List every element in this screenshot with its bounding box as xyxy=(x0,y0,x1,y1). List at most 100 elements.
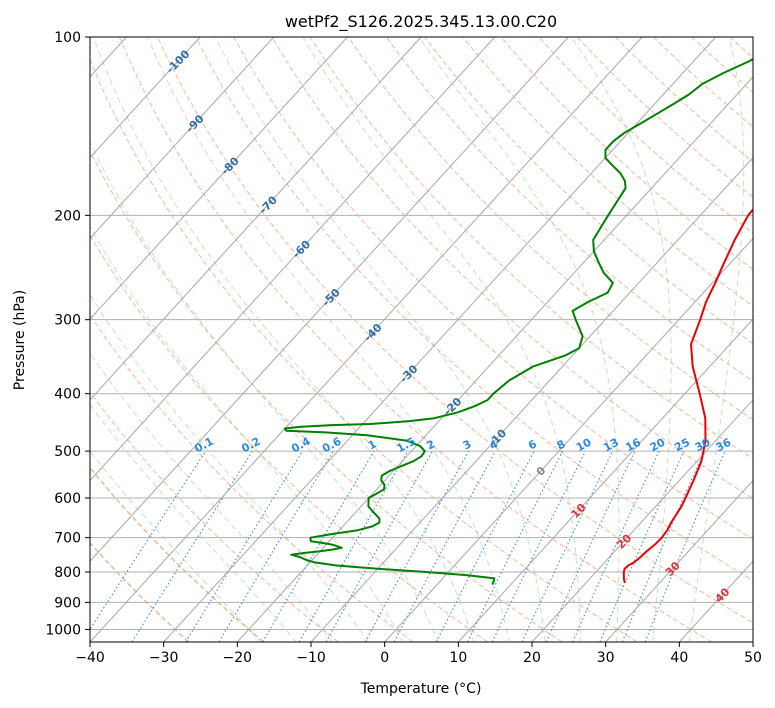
dewpoint-profile xyxy=(283,57,753,585)
mixing-ratio-line xyxy=(364,450,470,642)
mixing-ratio-label: 13 xyxy=(601,436,621,455)
isotherm xyxy=(90,37,348,320)
x-tick-label: 50 xyxy=(744,650,762,666)
isotherm xyxy=(90,37,275,240)
dry-adiabats xyxy=(90,37,775,642)
dry-adiabat xyxy=(729,37,753,59)
dry-adiabat xyxy=(768,37,775,642)
y-tick-label: 800 xyxy=(54,565,81,581)
moist-adiabat xyxy=(147,37,510,642)
x-tick-label: 40 xyxy=(670,650,688,666)
mixing-ratio-line xyxy=(185,450,304,642)
mixing-ratio-line xyxy=(644,450,726,642)
mixing-ratio-line xyxy=(545,450,636,642)
isotherm xyxy=(531,399,753,642)
mixing-ratio-line xyxy=(621,450,705,642)
dry-adiabat xyxy=(90,314,414,642)
plot-area: -100-90-80-70-60-50-40-30-20-10010203040… xyxy=(90,37,775,642)
moist-adiabat xyxy=(418,37,620,642)
y-tick-label: 100 xyxy=(54,30,81,46)
x-tick-label: 10 xyxy=(449,650,467,666)
moist-adiabat xyxy=(90,403,297,642)
moist-adiabat xyxy=(90,294,369,642)
x-tick-label: −40 xyxy=(75,650,105,666)
mixing-ratio-line xyxy=(467,450,564,642)
mixing-ratio-label: 10 xyxy=(574,435,594,454)
dry-adiabat xyxy=(653,37,753,128)
mixing-ratio-line xyxy=(298,450,409,642)
x-tick-label: −30 xyxy=(149,650,179,666)
moist-adiabat xyxy=(90,140,440,642)
moist-adiabat xyxy=(214,37,546,642)
isotherm xyxy=(236,76,753,642)
x-tick-label: 0 xyxy=(380,650,389,666)
moist-adiabat xyxy=(688,37,745,642)
dry-adiabat xyxy=(615,37,753,163)
moist-adiabat xyxy=(93,37,475,642)
dry-adiabat xyxy=(90,58,638,642)
x-tick-label: −10 xyxy=(296,650,326,666)
isotherm xyxy=(457,318,753,642)
mixing-ratio-label: 36 xyxy=(714,436,734,455)
moist-adiabat xyxy=(90,352,333,642)
isotherm-label: -100 xyxy=(164,47,193,76)
isotherm xyxy=(384,237,753,642)
moist-adiabat xyxy=(90,450,261,642)
dry-adiabat xyxy=(386,37,753,382)
chart-title: wetPf2_S126.2025.345.13.00.C20 xyxy=(285,12,557,32)
x-tick-label: 20 xyxy=(523,650,541,666)
y-tick-label: 200 xyxy=(54,208,81,224)
y-tick-label: 700 xyxy=(54,531,81,547)
y-tick-label: 600 xyxy=(54,491,81,507)
mixing-ratio-line xyxy=(131,450,254,642)
mixing-ratio-label: 0.4 xyxy=(289,435,313,456)
mixing-ratio-line xyxy=(599,450,685,642)
moist-adiabat xyxy=(570,37,672,642)
temperature-profile xyxy=(622,207,753,584)
isotherm xyxy=(163,37,717,642)
mixing-ratio-label: 25 xyxy=(672,436,692,455)
mixing-ratio-label: 16 xyxy=(623,436,643,455)
dry-adiabat xyxy=(271,37,753,500)
dry-adiabat xyxy=(118,37,712,642)
mixing-ratio-label: 30 xyxy=(693,436,713,455)
pressure-gridlines xyxy=(90,37,753,630)
dry-adiabat xyxy=(576,37,753,198)
mixing-ratio-line xyxy=(262,450,375,642)
plot-frame xyxy=(89,36,754,643)
dry-adiabat xyxy=(462,37,753,307)
dry-adiabat xyxy=(538,37,753,234)
mixing-ratio-line xyxy=(218,450,334,642)
mixing-ratio-label: 8 xyxy=(555,437,568,452)
isotherm xyxy=(90,37,569,563)
y-tick-label: 1000 xyxy=(45,622,81,638)
mixing-ratio-line xyxy=(521,450,614,642)
mixing-ratio-labels: 0.1 0.2 0.4 0.6 1 1.5 2 3 4 6 8 10 13 16 20 25 30 36 xyxy=(192,435,733,456)
isotherm xyxy=(605,479,753,642)
mixing-ratio-label: 3 xyxy=(461,437,474,452)
dry-adiabat xyxy=(90,466,265,642)
isotherms xyxy=(90,37,753,642)
isotherm xyxy=(90,37,496,482)
mixing-ratio-label: 1 xyxy=(366,437,379,452)
mixing-ratio-label: 0.1 xyxy=(192,435,215,456)
dry-adiabat xyxy=(691,37,753,93)
mixing-ratio-label: 2 xyxy=(424,437,437,452)
mixing-ratio-label: 6 xyxy=(526,437,539,452)
mixing-ratio-lines xyxy=(90,450,726,642)
y-axis: 100 200 300 400 500 600 700 800 900 1000 xyxy=(45,30,90,638)
isotherm xyxy=(90,37,201,159)
y-tick-label: 900 xyxy=(54,595,81,611)
dry-adiabat xyxy=(233,37,753,540)
mixing-ratio-label: 20 xyxy=(648,435,668,454)
isotherm xyxy=(752,641,753,642)
isotherm xyxy=(90,37,422,401)
moist-adiabats xyxy=(90,37,745,642)
x-tick-label: 30 xyxy=(597,650,615,666)
isotherm xyxy=(310,156,753,642)
mixing-ratio-line xyxy=(491,450,586,642)
moist-adiabat xyxy=(90,225,404,642)
y-axis-label: Pressure (hPa) xyxy=(12,290,28,390)
